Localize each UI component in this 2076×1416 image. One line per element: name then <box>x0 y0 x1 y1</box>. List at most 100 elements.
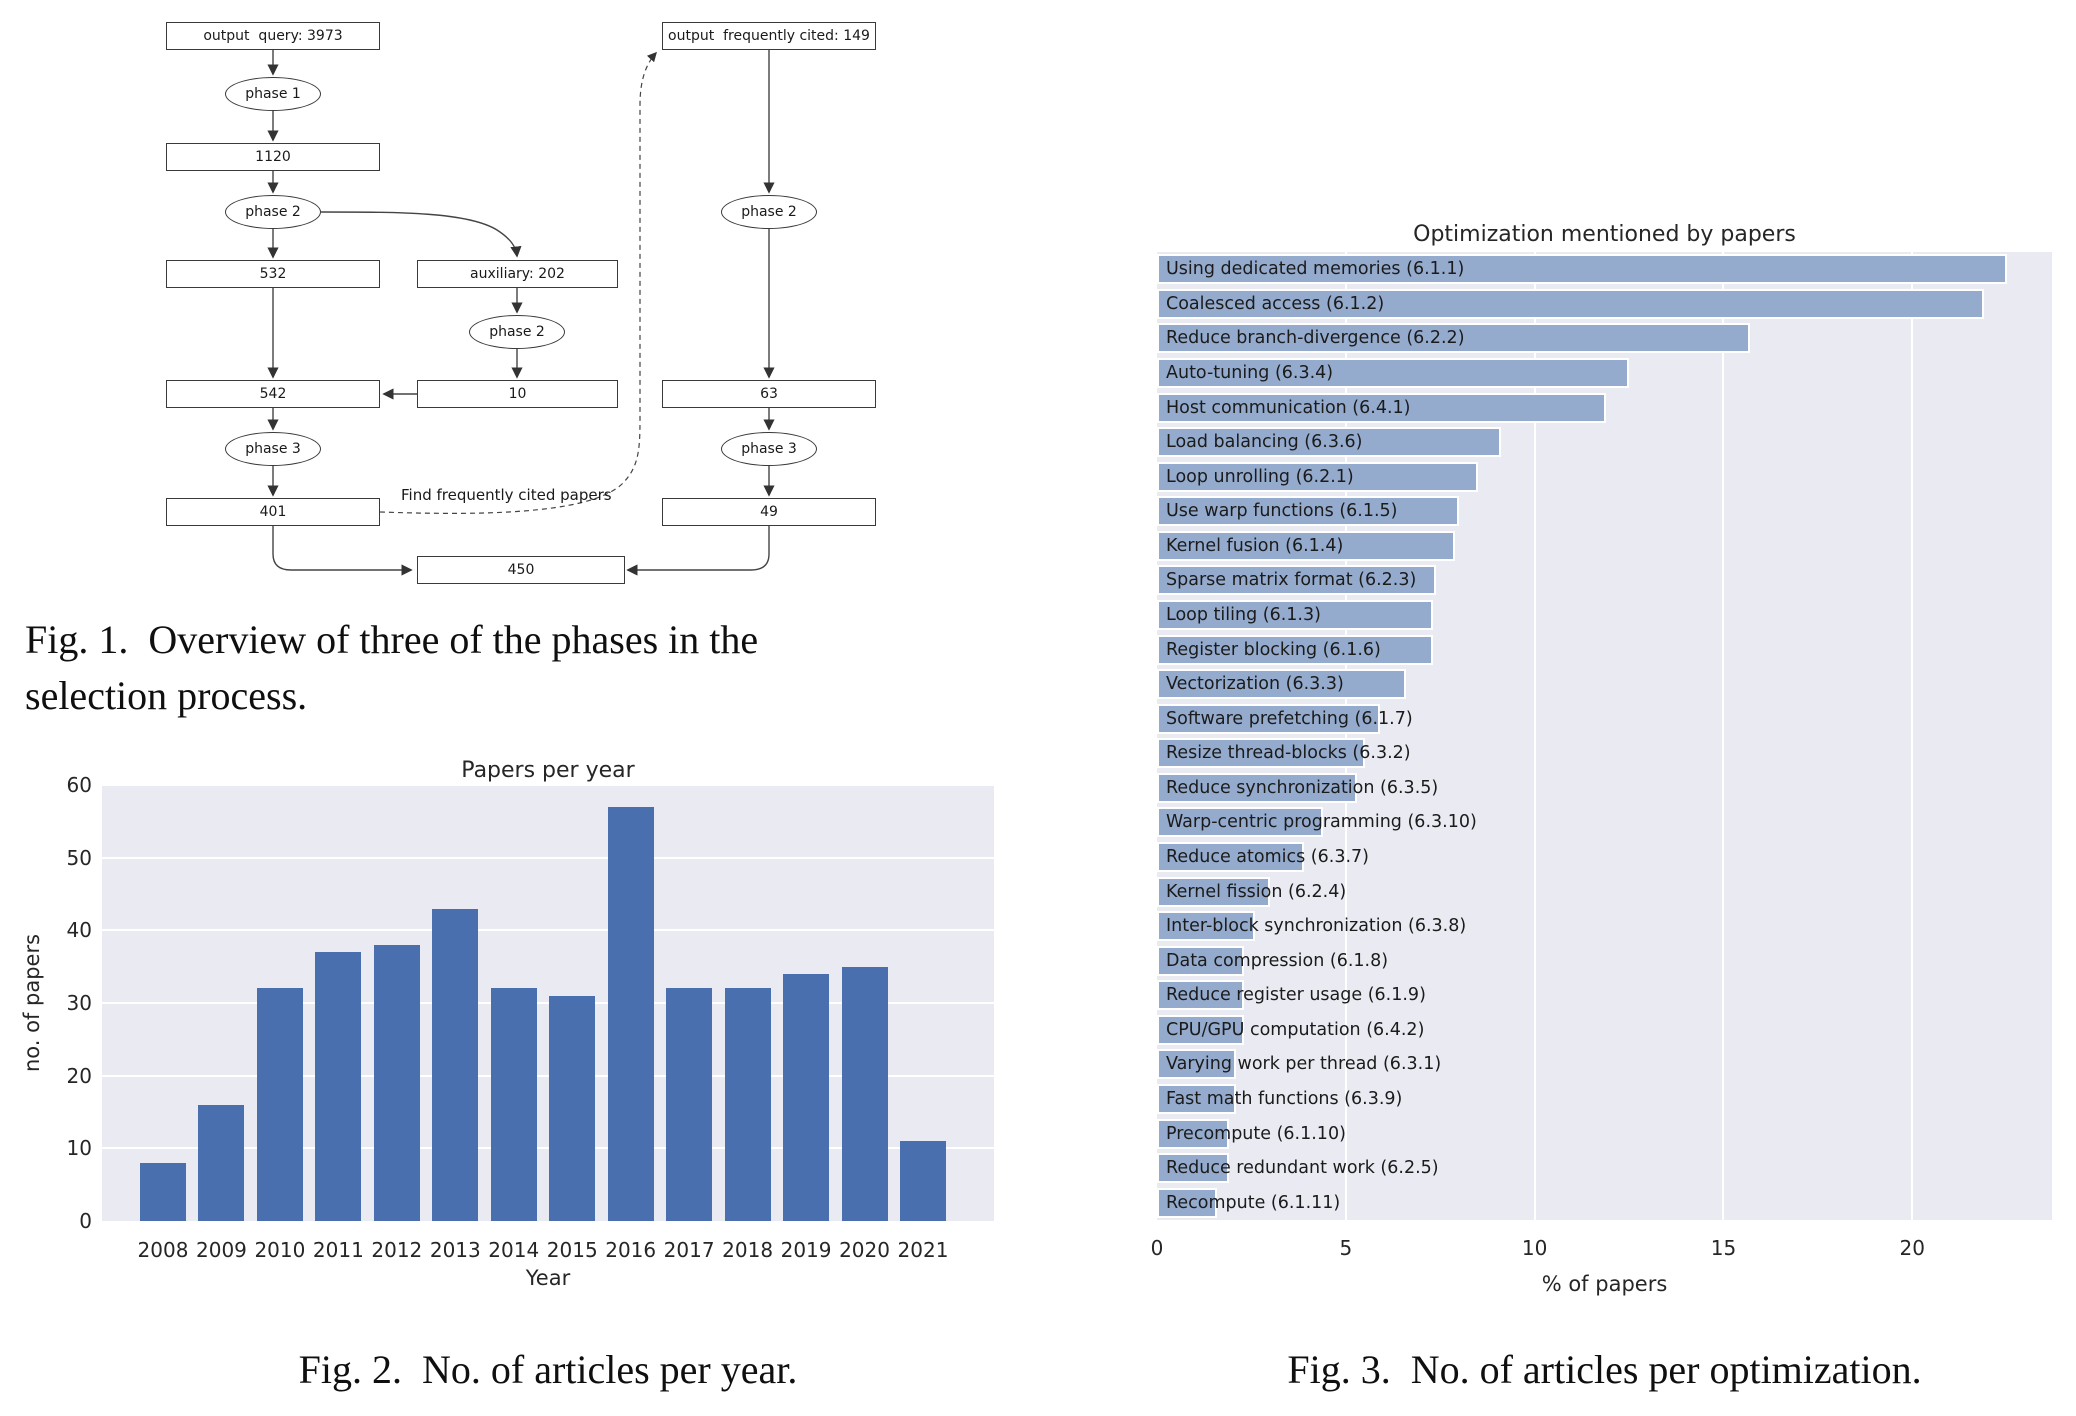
flow-node-49: 49 <box>662 498 876 526</box>
fig3-bar-label-precompute-6-1-10: Precompute (6.1.10) <box>1166 1123 1346 1144</box>
fig2-gridline-50 <box>102 856 994 859</box>
flow-node-phase1: phase 1 <box>225 77 321 111</box>
fig3-gridline-10 <box>1533 252 1536 1220</box>
fig1-caption: Fig. 1. Overview of three of the phases … <box>25 617 759 718</box>
flow-node-63: 63 <box>662 380 876 408</box>
fig3-row-register-blocking-6-1-6: Register blocking (6.1.6) <box>1157 632 2052 667</box>
fig3-bar-label-using-dedicated-memories-6-1-1: Using dedicated memories (6.1.1) <box>1166 259 1465 280</box>
fig3-bar-label-vectorization-6-3-3: Vectorization (6.3.3) <box>1166 674 1344 695</box>
fig3-row-kernel-fission-6-2-4: Kernel fission (6.2.4) <box>1157 874 2052 909</box>
fig3-row-loop-unrolling-6-2-1: Loop unrolling (6.2.1) <box>1157 459 2052 494</box>
fig2-ytick-10: 10 <box>66 1136 92 1161</box>
fig3-bar-label-cpu-gpu-computation-6-4-2: CPU/GPU computation (6.4.2) <box>1166 1019 1425 1040</box>
fig3-bar-varying-work-per-thread-6-3-1 <box>1157 1049 1237 1080</box>
fig3-bar-fast-math-functions-6-3-9 <box>1157 1083 1237 1114</box>
fig3-xtick-20: 20 <box>1899 1236 1925 1260</box>
arrow-phase2-to-auxiliary <box>320 211 522 258</box>
fig2-ytick-60: 60 <box>66 773 92 797</box>
flow-node-450: 450 <box>417 556 625 584</box>
fig2-xtick-2015: 2015 <box>546 1238 598 1262</box>
fig2-bar-2014 <box>490 988 537 1221</box>
fig3-bar-label-reduce-redundant-work-6-2-5: Reduce redundant work (6.2.5) <box>1166 1158 1439 1179</box>
fig3-bar-label-load-balancing-6-3-6: Load balancing (6.3.6) <box>1166 432 1363 453</box>
fig3-gridline-20 <box>1911 252 1914 1220</box>
fig3-bar-precompute-6-1-10 <box>1157 1118 1229 1149</box>
fig3-bar-label-kernel-fission-6-2-4: Kernel fission (6.2.4) <box>1166 881 1347 902</box>
fig3-bar-label-register-blocking-6-1-6: Register blocking (6.1.6) <box>1166 639 1381 660</box>
fig3-bar-reduce-register-usage-6-1-9 <box>1157 980 1244 1011</box>
fig3-row-using-dedicated-memories-6-1-1: Using dedicated memories (6.1.1) <box>1157 252 2052 287</box>
flow-node-401: 401 <box>166 498 380 526</box>
fig3-row-auto-tuning-6-3-4: Auto-tuning (6.3.4) <box>1157 356 2052 391</box>
dashed-edge-label: Find frequently cited papers <box>401 486 612 504</box>
fig2-bar-2019 <box>783 973 830 1221</box>
fig3-bar-label-reduce-atomics-6-3-7: Reduce atomics (6.3.7) <box>1166 846 1369 867</box>
fig3-bar-label-data-compression-6-1-8: Data compression (6.1.8) <box>1166 950 1389 971</box>
flow-node-532: 532 <box>166 260 380 288</box>
fig2-xtick-2009: 2009 <box>196 1238 247 1262</box>
fig2-xtick-2017: 2017 <box>663 1238 715 1262</box>
fig3-row-loop-tiling-6-1-3: Loop tiling (6.1.3) <box>1157 598 2052 633</box>
fig2-ytick-50: 50 <box>66 845 92 870</box>
fig2-bar-2018 <box>724 988 771 1221</box>
flow-node-phase3-left: phase 3 <box>225 432 321 466</box>
fig2-ytick-20: 20 <box>66 1063 92 1088</box>
fig3-bar-label-resize-thread-blocks-6-3-2: Resize thread-blocks (6.3.2) <box>1166 743 1411 764</box>
flow-node-phase3-right: phase 3 <box>721 432 817 466</box>
fig3-bar-register-blocking-6-1-6 <box>1157 634 1433 665</box>
fig3-bar-label-varying-work-per-thread-6-3-1: Varying work per thread (6.3.1) <box>1166 1054 1442 1075</box>
fig3-xtick-15: 15 <box>1710 1236 1737 1260</box>
fig2-bar-2012 <box>373 944 420 1221</box>
fig2-bar-2017 <box>666 988 713 1221</box>
fig3-row-precompute-6-1-10: Precompute (6.1.10) <box>1157 1116 2052 1151</box>
fig2-gridline-60 <box>102 784 994 786</box>
fig3-bar-label-inter-block-synchronization-6-3-8: Inter-block synchronization (6.3.8) <box>1166 916 1467 937</box>
fig3-bar-label-host-communication-6-4-1: Host communication (6.4.1) <box>1166 397 1411 418</box>
fig3-bar-label-use-warp-functions-6-1-5: Use warp functions (6.1.5) <box>1166 501 1398 522</box>
fig2-xtick-2011: 2011 <box>312 1238 364 1262</box>
fig3-bar-label-loop-tiling-6-1-3: Loop tiling (6.1.3) <box>1166 604 1321 625</box>
fig2-plot-area <box>102 784 994 1221</box>
flow-node-auxiliary: auxiliary: 202 <box>417 260 618 288</box>
fig3-bar-sparse-matrix-format-6-2-3 <box>1157 565 1437 596</box>
fig3-bar-using-dedicated-memories-6-1-1 <box>1157 254 2007 285</box>
fig3-row-resize-thread-blocks-6-3-2: Resize thread-blocks (6.3.2) <box>1157 736 2052 771</box>
fig3-bar-load-balancing-6-3-6 <box>1157 427 1501 458</box>
fig3-bar-coalesced-access-6-1-2 <box>1157 288 1985 319</box>
fig2-bar-2021 <box>899 1141 946 1221</box>
flow-node-output-query: output query: 3973 <box>166 22 380 50</box>
fig2-xtick-2010: 2010 <box>254 1238 306 1262</box>
fig3-title: Optimization mentioned by papers <box>1413 222 1796 247</box>
fig3-row-cpu-gpu-computation-6-4-2: CPU/GPU computation (6.4.2) <box>1157 1013 2052 1048</box>
fig3-xtick-10: 10 <box>1521 1236 1548 1260</box>
fig3-bar-label-reduce-synchronization-6-3-5: Reduce synchronization (6.3.5) <box>1166 777 1439 798</box>
fig3-bar-software-prefetching-6-1-7 <box>1157 703 1380 734</box>
fig3-gridline-5 <box>1344 252 1347 1220</box>
fig3-row-vectorization-6-3-3: Vectorization (6.3.3) <box>1157 667 2052 702</box>
fig3-bar-warp-centric-programming-6-3-10 <box>1157 807 1324 838</box>
fig3-xtick-5: 5 <box>1339 1236 1353 1260</box>
fig2-xtick-2008: 2008 <box>137 1238 189 1262</box>
arrow-401-to-450 <box>272 526 413 576</box>
fig3-row-data-compression-6-1-8: Data compression (6.1.8) <box>1157 943 2052 978</box>
fig2-bar-2010 <box>256 988 303 1221</box>
fig3-bar-use-warp-functions-6-1-5 <box>1157 496 1460 527</box>
fig3-plot-area: Using dedicated memories (6.1.1) Coalesce… <box>1157 252 2052 1220</box>
fig3-bar-label-reduce-register-usage-6-1-9: Reduce register usage (6.1.9) <box>1166 985 1426 1006</box>
fig3-row-reduce-branch-divergence-6-2-2: Reduce branch-divergence (6.2.2) <box>1157 321 2052 356</box>
flow-node-phase2-aux: phase 2 <box>469 315 565 349</box>
fig3-row-warp-centric-programming-6-3-10: Warp-centric programming (6.3.10) <box>1157 805 2052 840</box>
fig3-bar-auto-tuning-6-3-4 <box>1157 357 1630 388</box>
fig3-bar-label-reduce-branch-divergence-6-2-2: Reduce branch-divergence (6.2.2) <box>1166 328 1465 349</box>
arrow-401-to-cited-dashed <box>379 51 657 514</box>
fig2-xtick-2012: 2012 <box>371 1238 423 1262</box>
fig3-row-recompute-6-1-11: Recompute (6.1.11) <box>1157 1185 2052 1220</box>
fig2-xlabel: Year <box>525 1266 571 1290</box>
fig3-row-load-balancing-6-3-6: Load balancing (6.3.6) <box>1157 425 2052 460</box>
fig2-title: Papers per year <box>461 758 635 783</box>
fig3-bar-reduce-branch-divergence-6-2-2 <box>1157 323 1750 354</box>
fig3-row-varying-work-per-thread-6-3-1: Varying work per thread (6.3.1) <box>1157 1047 2052 1082</box>
fig3-bar-label-kernel-fusion-6-1-4: Kernel fusion (6.1.4) <box>1166 535 1344 556</box>
fig3-bar-data-compression-6-1-8 <box>1157 945 1244 976</box>
